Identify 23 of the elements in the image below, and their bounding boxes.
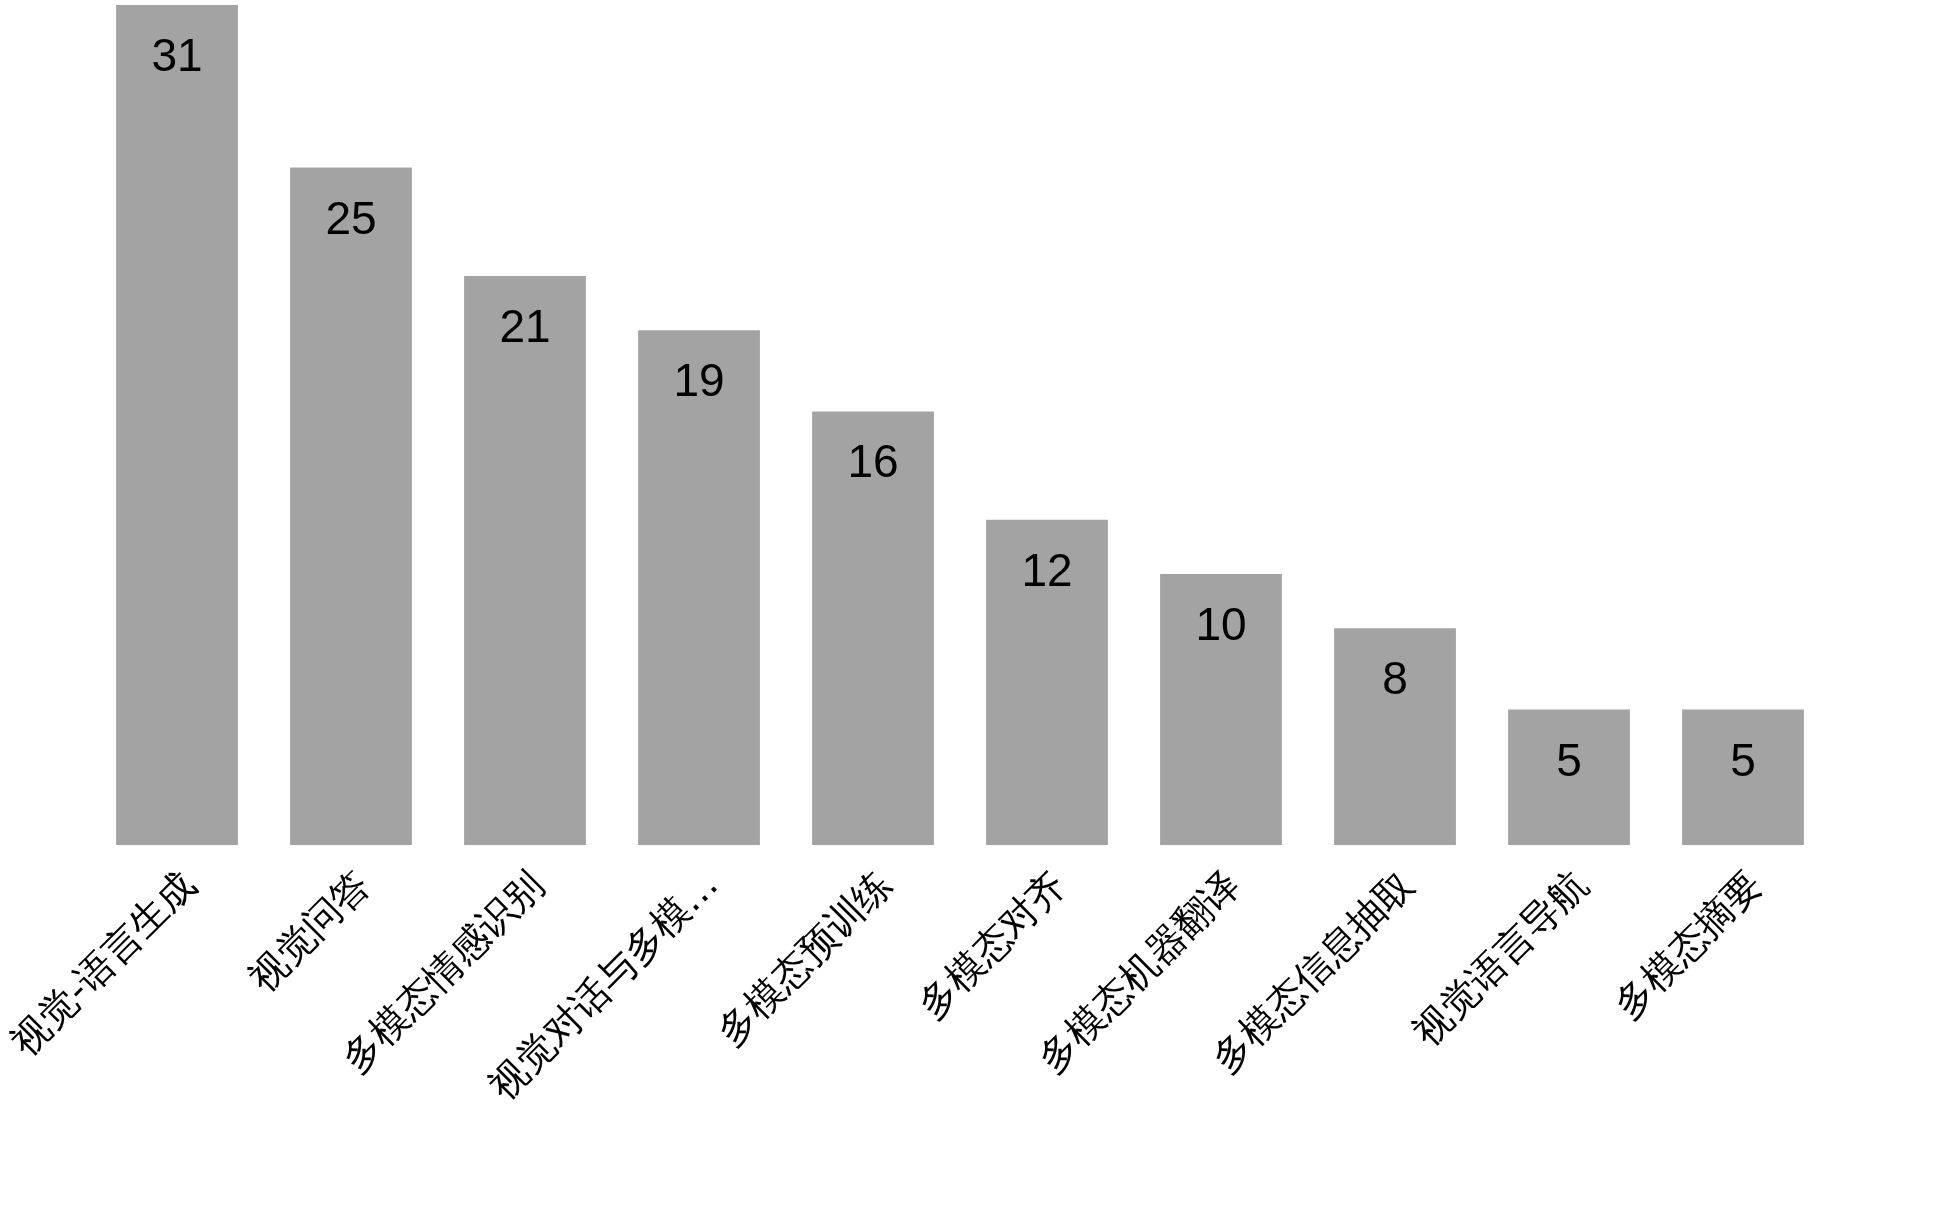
data-label: 12 (1021, 543, 1073, 596)
bar (464, 275, 586, 845)
x-tick-label: 多模态摘要 (1605, 861, 1771, 1028)
bar (812, 411, 934, 845)
data-label: 19 (673, 354, 725, 407)
bar (1508, 709, 1630, 845)
x-tick-label: 视觉-语言生成 (2, 861, 205, 1064)
data-label: 8 (1382, 652, 1408, 705)
data-label: 21 (499, 299, 551, 352)
bar (1334, 628, 1456, 845)
data-label: 25 (325, 191, 377, 244)
bar (638, 330, 760, 845)
data-label: 5 (1556, 733, 1582, 786)
bar (290, 167, 412, 845)
bar (1160, 574, 1282, 845)
bar (1682, 709, 1804, 845)
data-label: 5 (1730, 733, 1756, 786)
data-label: 16 (847, 435, 899, 488)
data-label: 10 (1195, 598, 1247, 651)
x-tick-label: 视觉问答 (239, 861, 379, 1001)
bar (116, 5, 238, 845)
data-label: 31 (151, 29, 203, 81)
bar (986, 519, 1108, 845)
